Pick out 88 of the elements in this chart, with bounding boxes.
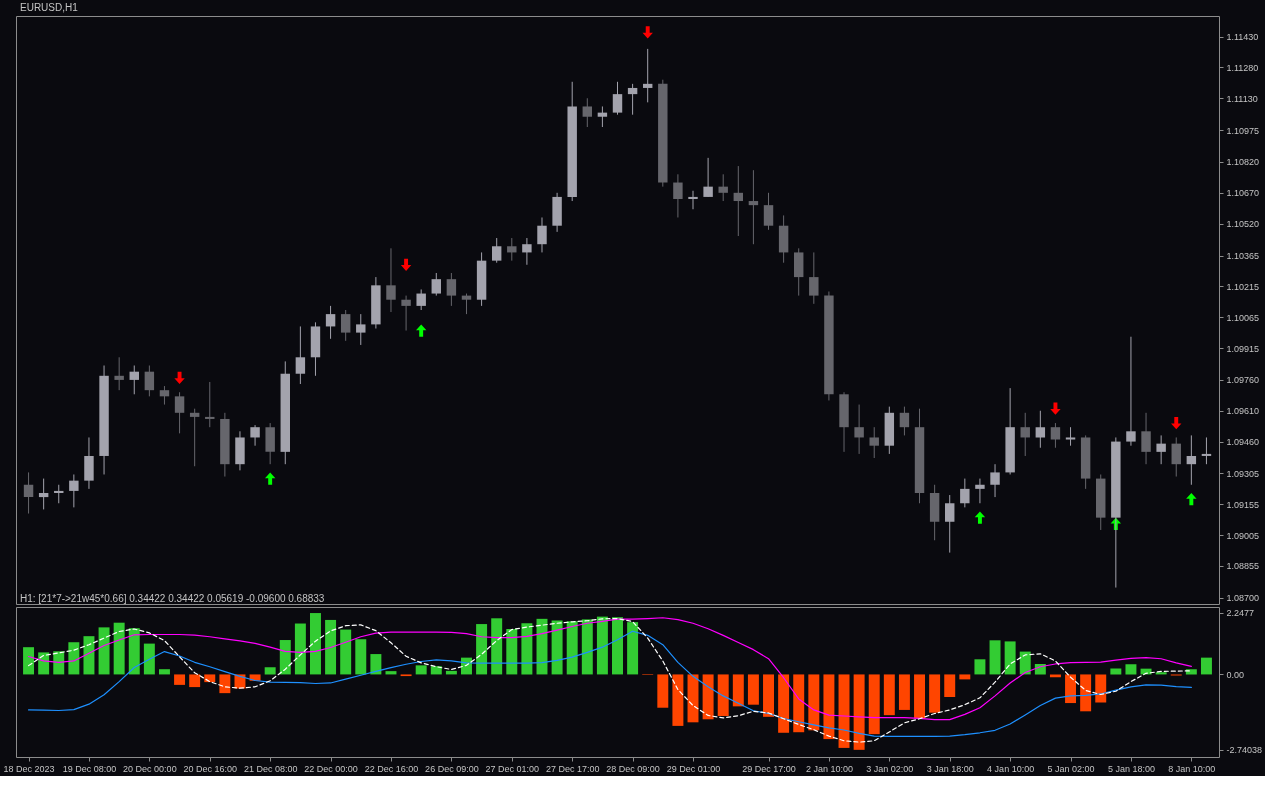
x-tick-label: 29 Dec 17:00: [742, 763, 796, 774]
bar: [309, 613, 321, 675]
bar: [989, 640, 1001, 675]
x-tick-label: 29 Dec 01:00: [666, 763, 721, 774]
bar: [1065, 674, 1077, 704]
x-tick-label: 5 Jan 18:00: [1107, 763, 1155, 774]
bar: [68, 642, 80, 675]
bar: [521, 623, 533, 675]
x-tick-label: 22 Dec 00:00: [304, 763, 358, 774]
bar: [596, 616, 608, 675]
bar: [778, 674, 790, 733]
bar: [974, 659, 986, 675]
bar: [959, 674, 971, 680]
bar: [340, 629, 352, 675]
bar: [158, 669, 170, 675]
bar: [853, 674, 865, 750]
line-series: [27, 617, 1192, 743]
x-tick-label: 18 Dec 2023: [3, 763, 55, 774]
x-tick-label: 19 Dec 08:00: [62, 763, 117, 774]
bar: [929, 674, 941, 713]
x-tick-label: 28 Dec 09:00: [606, 763, 660, 774]
x-tick-label: 22 Dec 16:00: [364, 763, 419, 774]
bar: [1049, 674, 1061, 678]
x-tick-label: 5 Jan 02:00: [1047, 763, 1095, 774]
x-tick-label: 3 Jan 18:00: [926, 763, 974, 774]
bar: [385, 671, 397, 675]
x-tick-label: 2 Jan 10:00: [805, 763, 853, 774]
line-series: [27, 617, 1192, 721]
bar: [355, 639, 367, 675]
bar: [264, 667, 276, 675]
bar: [566, 621, 578, 675]
bar: [672, 674, 684, 726]
bar: [143, 643, 155, 675]
x-tick-label: 27 Dec 17:00: [545, 763, 600, 774]
bar: [128, 628, 140, 675]
x-tick-label: 4 Jan 10:00: [987, 763, 1035, 774]
y-tick-label: -2.74038: [1226, 745, 1263, 756]
bar: [491, 618, 503, 675]
bar: [325, 619, 337, 675]
bar: [793, 674, 805, 733]
x-tick-label: 8 Jan 10:00: [1168, 763, 1216, 774]
bar: [23, 647, 35, 675]
bar: [98, 627, 110, 675]
x-tick-label: 3 Jan 02:00: [866, 763, 914, 774]
bar: [823, 674, 835, 740]
bar: [1200, 657, 1212, 675]
bar: [1004, 641, 1016, 675]
bar: [747, 674, 759, 705]
bar: [83, 636, 95, 675]
bar: [189, 674, 201, 688]
x-tick-label: 20 Dec 00:00: [123, 763, 177, 774]
bar: [898, 674, 910, 710]
bar: [1095, 674, 1107, 703]
bar: [1125, 664, 1137, 675]
bar: [551, 620, 563, 675]
bar: [883, 674, 895, 716]
bar: [38, 652, 50, 675]
bar: [868, 674, 880, 735]
x-tick-label: 20 Dec 16:00: [183, 763, 238, 774]
bar: [219, 674, 231, 694]
bar: [113, 622, 125, 675]
bar: [581, 619, 593, 675]
x-tick-label: 26 Dec 09:00: [425, 763, 479, 774]
bar: [627, 622, 639, 675]
x-tick-label: 21 Dec 08:00: [243, 763, 298, 774]
bar: [914, 674, 926, 719]
bar: [370, 654, 382, 675]
bar: [612, 617, 623, 675]
bar: [702, 674, 714, 720]
line-series: [27, 630, 1192, 737]
bar: [717, 674, 729, 716]
bar: [506, 629, 518, 675]
bar: [808, 674, 820, 731]
bar: [415, 665, 427, 675]
y-tick-label: 2.2477: [1226, 608, 1255, 619]
bar: [1080, 674, 1092, 712]
bar: [763, 674, 774, 717]
y-tick-label: 0.00: [1226, 669, 1245, 680]
bar: [944, 674, 956, 697]
bar: [174, 674, 186, 685]
bar: [279, 640, 291, 675]
x-tick-label: 27 Dec 01:00: [485, 763, 540, 774]
bar: [657, 674, 669, 708]
bar: [838, 674, 850, 748]
bar: [1110, 668, 1122, 675]
bar: [204, 674, 216, 683]
bar: [732, 674, 744, 707]
bar: [294, 623, 306, 675]
